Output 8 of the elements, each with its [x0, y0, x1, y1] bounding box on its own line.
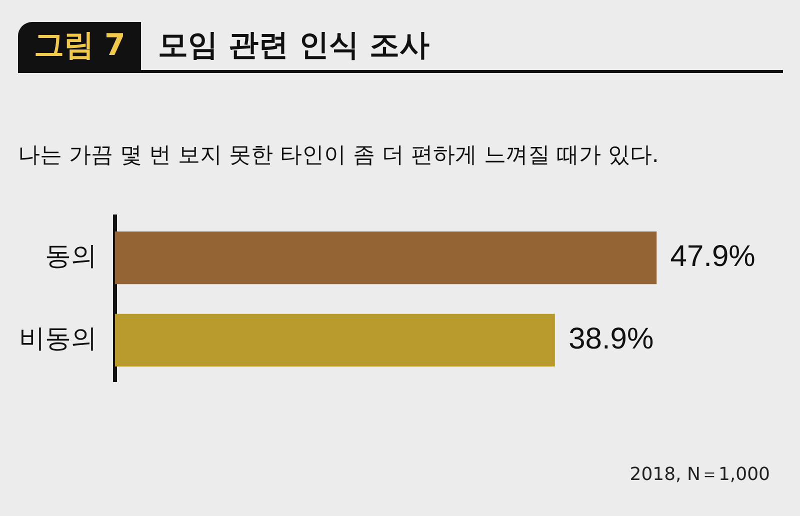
y-tick-label: 비동의 [19, 324, 97, 354]
chart-title: 모임 관련 인식 조사 [158, 27, 430, 65]
chart-subtitle: 나는 가끔 몇 번 보지 못한 타인이 좀 더 편하게 느껴질 때가 있다. [18, 142, 659, 170]
text: 2018, N＝1,000 [630, 463, 770, 486]
caption: 그림 7 [18, 22, 142, 70]
data-label: 38.9% [568, 322, 654, 356]
y-tick-label: 동의 [45, 242, 97, 272]
data-label: 47.9% [670, 240, 756, 274]
